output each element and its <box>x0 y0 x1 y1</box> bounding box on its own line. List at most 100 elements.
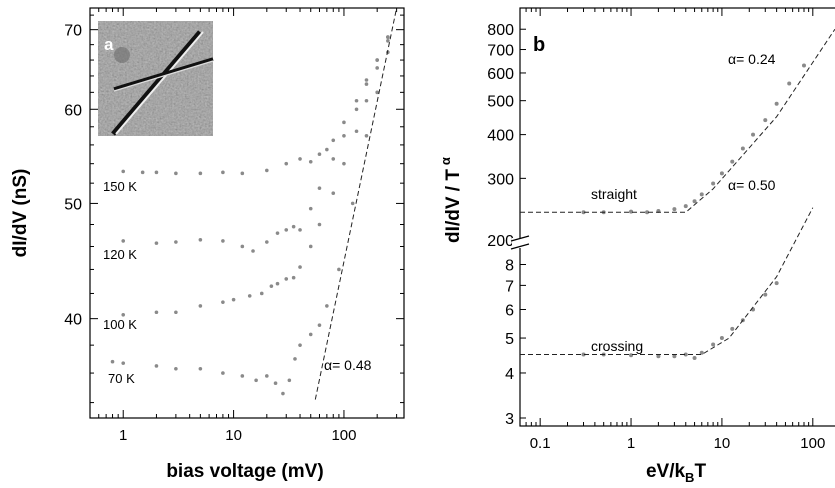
data-point <box>331 191 336 195</box>
data-point <box>325 147 329 152</box>
temp-label-100k: 100 K <box>103 317 137 332</box>
b-x-tick-label: 1 <box>627 435 635 452</box>
data-point <box>801 63 806 68</box>
data-point <box>231 297 236 302</box>
data-point <box>154 310 159 315</box>
alpha-048-label: α= 0.48 <box>324 357 372 373</box>
a-y-tick-label: 60 <box>64 102 82 119</box>
b-x-tick-label: 0.1 <box>530 435 551 452</box>
series-70k <box>110 50 390 396</box>
a-x-tick-label: 10 <box>225 427 242 444</box>
data-point <box>317 323 322 327</box>
data-point <box>221 371 225 375</box>
temp-label-70k: 70 K <box>108 371 135 386</box>
data-point <box>342 133 346 138</box>
data-point <box>629 209 634 214</box>
data-point <box>354 107 359 112</box>
data-point <box>317 186 322 190</box>
alpha-050-label: α= 0.50 <box>728 177 776 193</box>
data-point <box>375 90 379 95</box>
data-point <box>683 352 688 357</box>
data-point <box>293 357 297 361</box>
data-point <box>350 201 355 206</box>
data-point <box>317 152 322 157</box>
b-upper-y-tick-label: 700 <box>487 43 514 60</box>
data-point <box>787 81 792 86</box>
panel-b: 0.1 1 10 100 200 300 400 500 600 700 800 3 4 5 6 7 8 b s… <box>438 7 835 485</box>
b-upper-y-tick-label: 200 <box>487 233 514 250</box>
data-point <box>121 239 126 243</box>
series-100k <box>121 39 390 317</box>
data-point <box>265 168 269 173</box>
data-point <box>308 159 313 164</box>
data-point <box>198 237 203 242</box>
data-point <box>221 170 225 175</box>
data-point <box>140 170 145 175</box>
data-point <box>154 170 159 175</box>
series-straight <box>581 63 806 215</box>
data-point <box>174 171 178 176</box>
data-point <box>730 159 735 164</box>
data-point <box>375 58 379 62</box>
data-point <box>298 343 302 347</box>
data-point <box>247 294 252 298</box>
data-point <box>317 222 322 227</box>
b-x-tick-label: 100 <box>800 435 825 452</box>
data-point <box>174 310 178 315</box>
a-y-axis-title: dI/dV (nS) <box>10 169 31 258</box>
b-x-tick-label: 10 <box>714 435 731 452</box>
data-point <box>375 66 379 70</box>
data-point <box>198 171 203 176</box>
data-point <box>121 312 126 317</box>
a-y-tick-label: 50 <box>64 196 82 213</box>
data-point <box>275 281 280 286</box>
straight-label: straight <box>591 186 637 202</box>
data-point <box>751 132 756 137</box>
data-point <box>337 267 341 272</box>
b-lower-y-tick-label: 4 <box>505 366 514 383</box>
data-point <box>763 118 768 123</box>
data-point <box>645 210 650 215</box>
y-axis-break <box>510 235 530 250</box>
data-point <box>251 249 255 253</box>
b-lower-y-tick-label: 3 <box>505 411 514 428</box>
crossing-label: crossing <box>591 338 643 354</box>
alpha-048-fit-line <box>314 7 398 400</box>
data-point <box>240 244 245 249</box>
temp-label-120k: 120 K <box>103 247 137 262</box>
data-point <box>240 374 245 378</box>
data-point <box>198 304 203 308</box>
series-crossing <box>581 281 779 361</box>
data-point <box>354 98 359 103</box>
data-point <box>711 181 716 186</box>
data-point <box>331 138 336 143</box>
data-point <box>221 300 225 304</box>
data-point <box>298 228 302 232</box>
b-upper-y-tick-label: 500 <box>487 94 514 111</box>
data-point <box>719 171 724 176</box>
data-point <box>364 82 369 86</box>
data-point <box>291 224 296 229</box>
b-upper-y-tick-label: 600 <box>487 66 514 83</box>
data-point <box>254 378 258 383</box>
data-point <box>265 374 269 378</box>
data-point <box>354 129 359 134</box>
panel-b-frame <box>519 7 835 427</box>
afm-inset-image: a <box>98 21 214 136</box>
data-point <box>719 336 724 341</box>
data-point <box>110 359 115 364</box>
data-point <box>154 241 159 245</box>
data-point <box>699 192 704 197</box>
data-point <box>174 366 178 371</box>
b-upper-y-tick-label: 800 <box>487 22 514 39</box>
data-point <box>287 378 292 383</box>
data-point <box>121 361 126 365</box>
a-x-tick-label: 100 <box>331 427 356 444</box>
data-point <box>275 231 280 235</box>
inset-letter-a: a <box>104 35 114 54</box>
data-point <box>692 356 697 361</box>
data-point <box>221 239 225 243</box>
data-point <box>281 391 285 396</box>
